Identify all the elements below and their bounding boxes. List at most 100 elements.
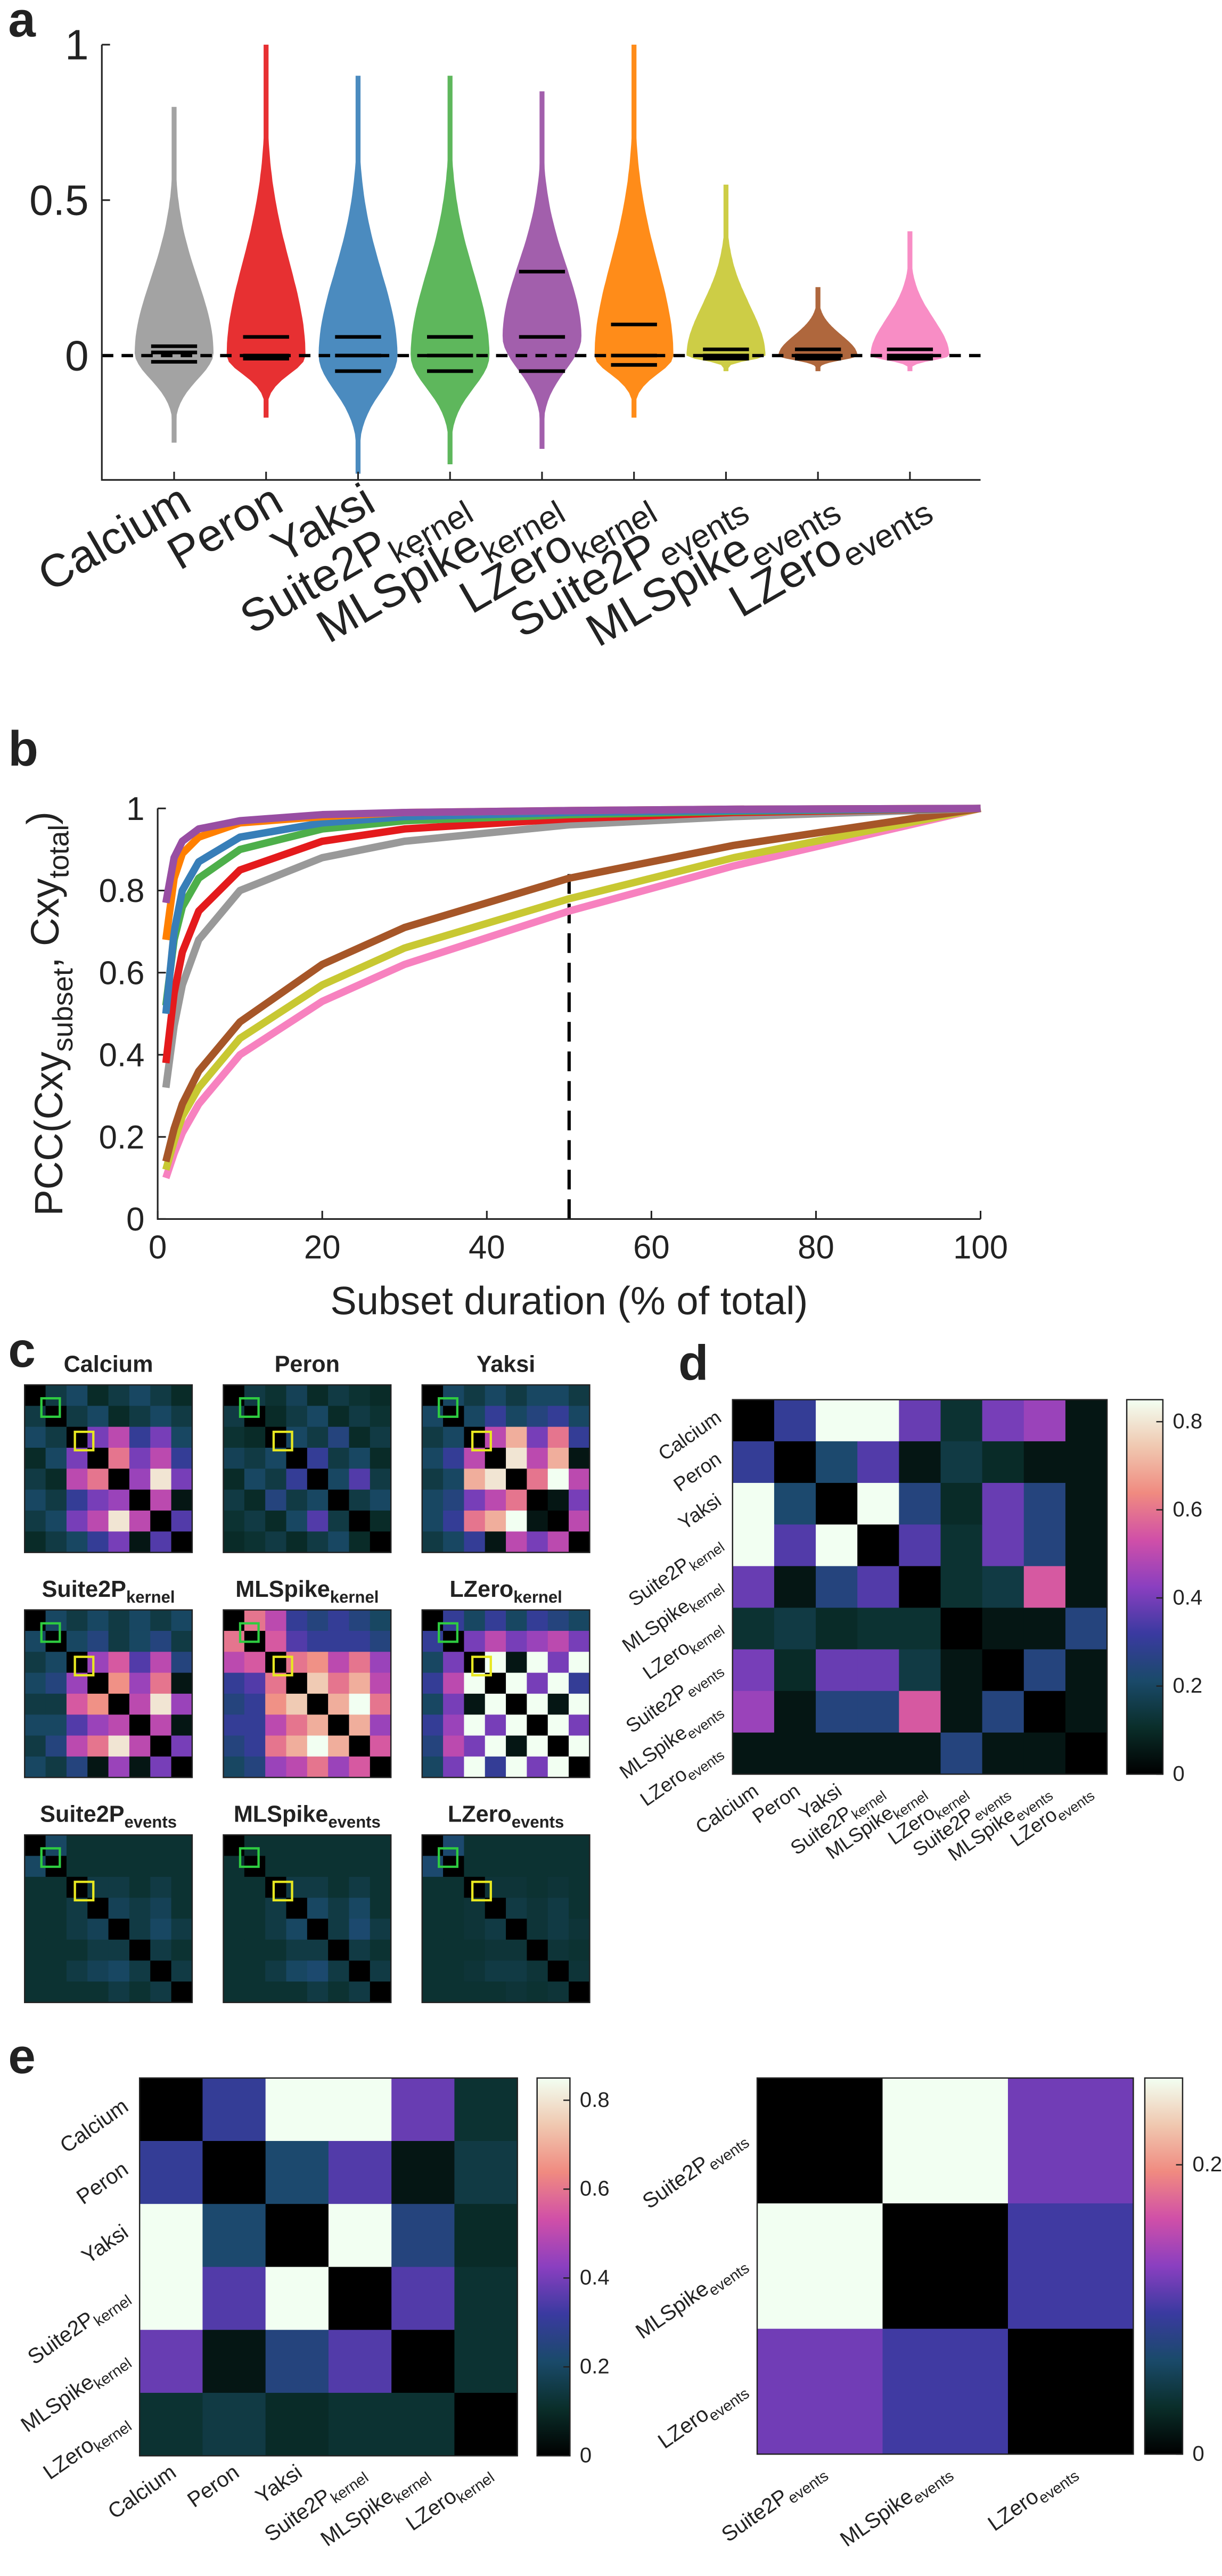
text-part: MLSpike [17,2370,98,2437]
heatmap-cell [443,1918,465,1940]
heatmap-cell [370,1735,392,1757]
text-part: PCC(Cxy [27,1052,71,1216]
y-tick-label: LZerokernel [39,2409,135,2488]
heatmap-cell [244,1447,266,1470]
heatmap-cell [150,1835,172,1857]
heatmap-cell [244,1384,266,1407]
heatmap-cell [171,1672,193,1694]
subscript: kernel [454,2469,498,2507]
heatmap-cell [454,2392,518,2457]
heatmap-cell [464,1384,486,1407]
heatmap-cell [328,1469,350,1490]
heatmap-cell [422,1426,444,1448]
heatmap-cell [244,1714,266,1736]
heatmap-cell [286,1756,308,1778]
subscript: events [785,2467,832,2507]
heatmap-cell [328,1672,350,1694]
heatmap-cell [506,1630,528,1653]
y-tick-label: Calcium [56,2094,133,2157]
heatmap-cell [328,1898,350,1919]
highlight-box [471,1430,492,1451]
heatmap-cell [506,1876,528,1899]
heatmap-cell [150,1610,172,1631]
subscript: kernel [91,2418,135,2456]
subscript: total [44,825,75,879]
heatmap-cell [171,1652,193,1673]
heatmap-cell [223,1735,245,1757]
heatmap-cell [286,1835,308,1857]
heatmap-cell [244,1981,266,2003]
heatmap-cell [307,1898,329,1919]
swarm [134,106,214,443]
heatmap-cell [857,1524,900,1567]
subscript: kernel [686,1622,727,1658]
heatmap-cell [150,1489,172,1511]
heatmap-cell [328,1447,350,1470]
heatmap-cell [265,2392,329,2457]
heatmap-cell [857,1691,900,1733]
heatmap-cell [45,1610,67,1631]
heatmap-cell [1023,1649,1066,1692]
heatmap-cell [223,1447,245,1470]
heatmap-cell [982,1441,1024,1483]
heatmap-cell [140,2329,203,2393]
heatmap-cell [223,1835,245,1857]
heatmap-cell [443,1447,465,1470]
heatmap-cell [569,1610,591,1631]
y-tick-label: 0.4 [99,1037,145,1074]
heatmap-cell [24,1981,46,2003]
heatmap-cell [857,1649,900,1692]
x-tick-label: Calcium [104,2460,181,2524]
heatmap-cell [307,1960,329,1982]
heatmap-cell [547,1406,569,1428]
heatmap-cell [171,1835,193,1857]
text-part: Suite2P [42,1577,126,1602]
heatmap-cell [547,1384,569,1407]
heatmap-cell [45,1531,67,1553]
heatmap-cell [857,1566,900,1609]
heatmap-cell [349,1672,371,1694]
heatmap-cell [882,2078,1008,2204]
heatmap-cell [732,1607,775,1650]
heatmap-cell [45,1939,67,1962]
text-part: MLSpike [631,2277,713,2344]
heatmap-cell [857,1483,900,1525]
heatmap-cell [223,1489,245,1511]
heatmap-cell [45,1876,67,1899]
heatmap-cell [129,1531,151,1553]
heatmap-cell [1023,1524,1066,1567]
heatmap-cell [569,1960,591,1982]
y-tick-label: MLSpikeevents [631,2251,752,2347]
text-part: MLSpike [234,1802,329,1827]
heatmap-cell [328,1510,350,1532]
heatmap-cell [328,1610,350,1631]
heatmap-cell [307,1714,329,1736]
heatmap-cell [150,1960,172,1982]
heatmap-cell [129,1630,151,1653]
heatmap-cell [244,1876,266,1899]
heatmap-cell [265,1630,287,1653]
heatmap-cell [24,1735,46,1757]
heatmap-cell [87,1835,109,1857]
heatmap-cell [129,1918,151,1940]
heatmap-cell [464,1960,486,1982]
heatmap-cell [45,1489,67,1511]
heatmap-cell [422,1489,444,1511]
heatmap-cell [328,2392,392,2457]
heatmap-cell [108,1531,130,1553]
heatmap-cell [527,1469,548,1490]
heatmap-cell [349,1918,371,1940]
heatmap-cell [816,1732,858,1775]
heatmap-cell [1023,1483,1066,1525]
heatmap-cell [87,1856,109,1877]
heatmap-cell [506,1693,528,1716]
heatmap-cell [45,1384,67,1407]
heatmap-cell [1023,1732,1066,1775]
heatmap-cell [370,1406,392,1428]
heatmap-cell [87,1693,109,1716]
heatmap-cell [443,1735,465,1757]
heatmap-cell [443,1693,465,1716]
heatmap-cell [899,1732,941,1775]
heatmap-cell [527,1652,548,1673]
heatmap-cell [370,1489,392,1511]
